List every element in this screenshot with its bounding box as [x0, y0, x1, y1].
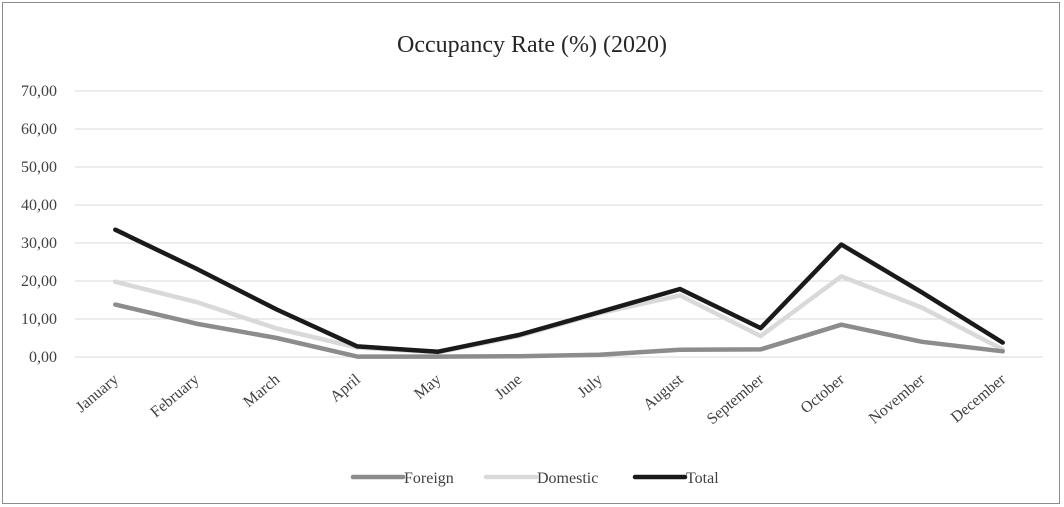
- series-line-domestic: [113, 274, 1005, 355]
- x-tick-label: April: [327, 371, 364, 406]
- y-tick-label: 0,00: [29, 349, 57, 366]
- y-tick-label: 20,00: [21, 273, 57, 290]
- gridlines: [75, 90, 1043, 358]
- legend-item-foreign: Foreign: [350, 470, 454, 487]
- x-tick-label: January: [73, 371, 122, 416]
- legend-item-domestic: Domestic: [483, 470, 598, 487]
- legend-label: Foreign: [404, 470, 454, 487]
- legend-label: Total: [686, 470, 719, 487]
- x-axis-ticks: January February March April May June July Augu…: [73, 371, 1010, 428]
- y-tick-label: 50,00: [21, 159, 57, 176]
- chart-title: Occupancy Rate (%) (2020): [397, 32, 667, 58]
- x-tick-label: May: [411, 371, 444, 403]
- legend-label: Domestic: [537, 470, 598, 487]
- legend-item-total: Total: [632, 470, 719, 487]
- y-tick-label: 40,00: [21, 197, 57, 214]
- x-tick-label: July: [575, 371, 606, 401]
- series-line-total: [113, 227, 1005, 354]
- y-tick-label: 10,00: [21, 311, 57, 328]
- x-tick-label: March: [240, 371, 283, 411]
- x-tick-label: August: [640, 371, 687, 414]
- y-tick-label: 60,00: [21, 121, 57, 138]
- legend: Foreign Domestic Total: [350, 470, 719, 487]
- x-tick-label: June: [492, 371, 525, 403]
- y-axis-ticks: 0,00 10,00 20,00 30,00 40,00 50,00 60,00 70,00: [21, 83, 57, 366]
- x-tick-label: December: [948, 371, 1010, 427]
- y-tick-label: 70,00: [21, 83, 57, 100]
- x-tick-label: February: [147, 371, 202, 421]
- series-line-foreign: [113, 302, 1005, 359]
- series-lines: [113, 227, 1005, 359]
- x-tick-label: September: [704, 371, 768, 428]
- y-tick-label: 30,00: [21, 235, 57, 252]
- x-tick-label: November: [866, 371, 929, 428]
- x-tick-label: October: [798, 371, 849, 418]
